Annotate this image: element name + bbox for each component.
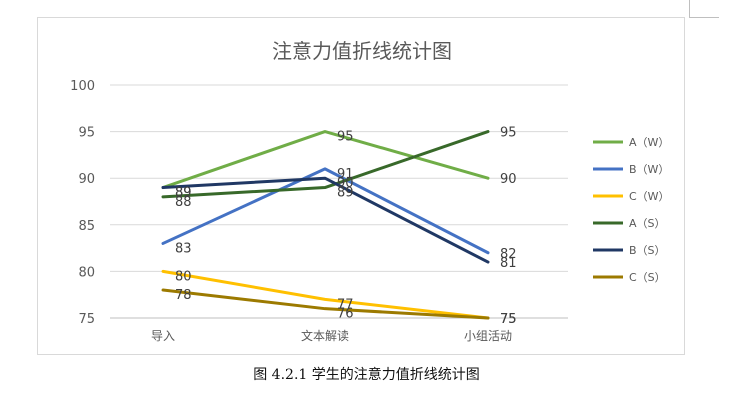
legend: A（W） B（W） C（W） A（S） B（S） C（S） <box>593 136 670 284</box>
y-tick-label: 90 <box>78 172 95 187</box>
legend-label: C（S） <box>629 271 666 284</box>
data-label: 78 <box>175 288 192 303</box>
chart-title: 注意力值折线统计图 <box>272 39 452 63</box>
data-label: 76 <box>337 307 354 322</box>
grid-lines <box>110 84 568 319</box>
legend-label: B（S） <box>629 244 666 257</box>
x-axis: 导入 文本解读 小组活动 <box>151 328 512 343</box>
series-line <box>161 288 490 320</box>
data-label: 91 <box>337 167 354 182</box>
data-label: 83 <box>175 241 192 256</box>
x-tick-label: 文本解读 <box>301 328 349 343</box>
corner-mark <box>689 0 719 18</box>
y-tick-label: 95 <box>78 126 95 141</box>
series-line <box>161 167 490 255</box>
data-label: 80 <box>175 269 192 284</box>
legend-label: A（S） <box>629 217 666 230</box>
y-tick-label: 85 <box>78 219 95 234</box>
data-label: 89 <box>337 186 354 201</box>
x-tick-label: 导入 <box>151 329 175 343</box>
data-label: 75 <box>500 312 517 327</box>
data-label: 95 <box>337 130 354 145</box>
series-line <box>161 130 490 190</box>
series-line <box>161 269 490 320</box>
data-label: 88 <box>175 195 192 210</box>
y-tick-label: 100 <box>70 79 95 94</box>
figure-caption: 图 4.2.1 学生的注意力值折线统计图 <box>253 367 480 383</box>
y-tick-label: 75 <box>78 312 95 327</box>
data-label: 89 <box>175 186 192 201</box>
data-label: 90 <box>500 172 517 187</box>
series-line <box>161 130 490 199</box>
data-label: 77 <box>337 297 354 312</box>
y-axis: 75 80 85 90 95 100 <box>70 79 95 327</box>
data-label: 75 <box>500 312 517 327</box>
y-tick-label: 80 <box>78 265 95 280</box>
series-line <box>161 176 490 264</box>
data-label: 82 <box>500 247 517 262</box>
data-label: 81 <box>500 256 517 271</box>
data-label: 89 <box>175 186 192 201</box>
legend-label: A（W） <box>629 136 669 149</box>
legend-label: B（W） <box>629 163 669 176</box>
x-tick-label: 小组活动 <box>464 329 512 343</box>
series-lines <box>161 130 490 320</box>
data-label: 90 <box>337 176 354 191</box>
data-label: 95 <box>500 126 517 141</box>
legend-label: C（W） <box>629 190 670 203</box>
